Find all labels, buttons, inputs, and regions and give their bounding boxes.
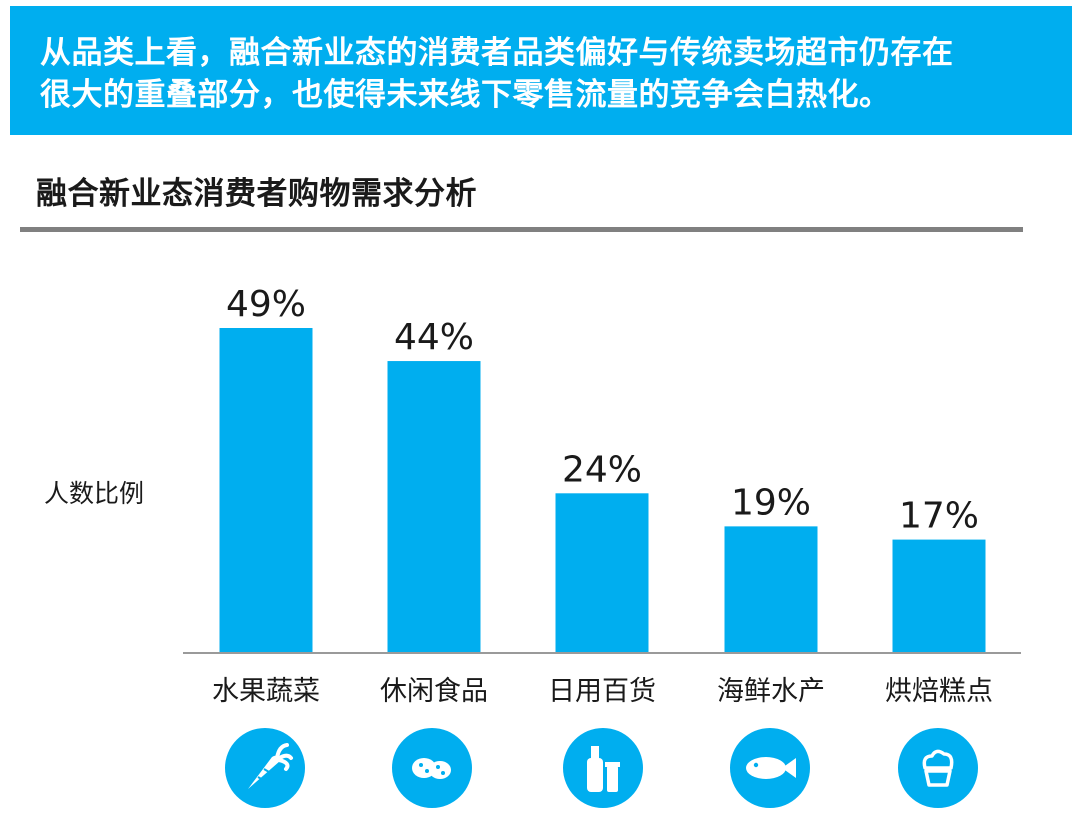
- category-label-4: 海鲜水产: [717, 676, 825, 707]
- bar-2: [387, 361, 481, 652]
- bar-4: [724, 526, 818, 652]
- bar-5: [892, 539, 986, 652]
- category-label-1: 水果蔬菜: [212, 676, 320, 707]
- y-axis-label: 人数比例: [44, 479, 145, 508]
- value-label-4: 19%: [731, 482, 811, 523]
- cupcake-icon: [898, 728, 978, 808]
- category-label-5: 烘焙糕点: [885, 676, 993, 707]
- bar-1: [219, 328, 313, 652]
- bar-3: [555, 493, 649, 652]
- category-label-2: 休闲食品: [380, 676, 488, 707]
- section-title: 融合新业态消费者购物需求分析: [36, 176, 477, 212]
- banner-line-1: 从品类上看，融合新业态的消费者品类偏好与传统卖场超市仍存在: [40, 35, 954, 71]
- category-label-3: 日用百货: [548, 676, 656, 707]
- cookies-icon: [392, 728, 472, 808]
- bottles-icon: [563, 728, 643, 808]
- header-banner: 从品类上看，融合新业态的消费者品类偏好与传统卖场超市仍存在 很大的重叠部分，也使…: [10, 6, 1072, 135]
- value-label-2: 44%: [394, 317, 474, 358]
- section-divider: [20, 227, 1023, 232]
- value-label-3: 24%: [562, 449, 642, 490]
- banner-line-2: 很大的重叠部分，也使得未来线下零售流量的竞争会白热化。: [40, 77, 891, 113]
- carrot-icon: [225, 728, 305, 808]
- value-label-1: 49%: [226, 284, 306, 325]
- fish-icon: [730, 728, 810, 808]
- value-label-5: 17%: [899, 496, 979, 537]
